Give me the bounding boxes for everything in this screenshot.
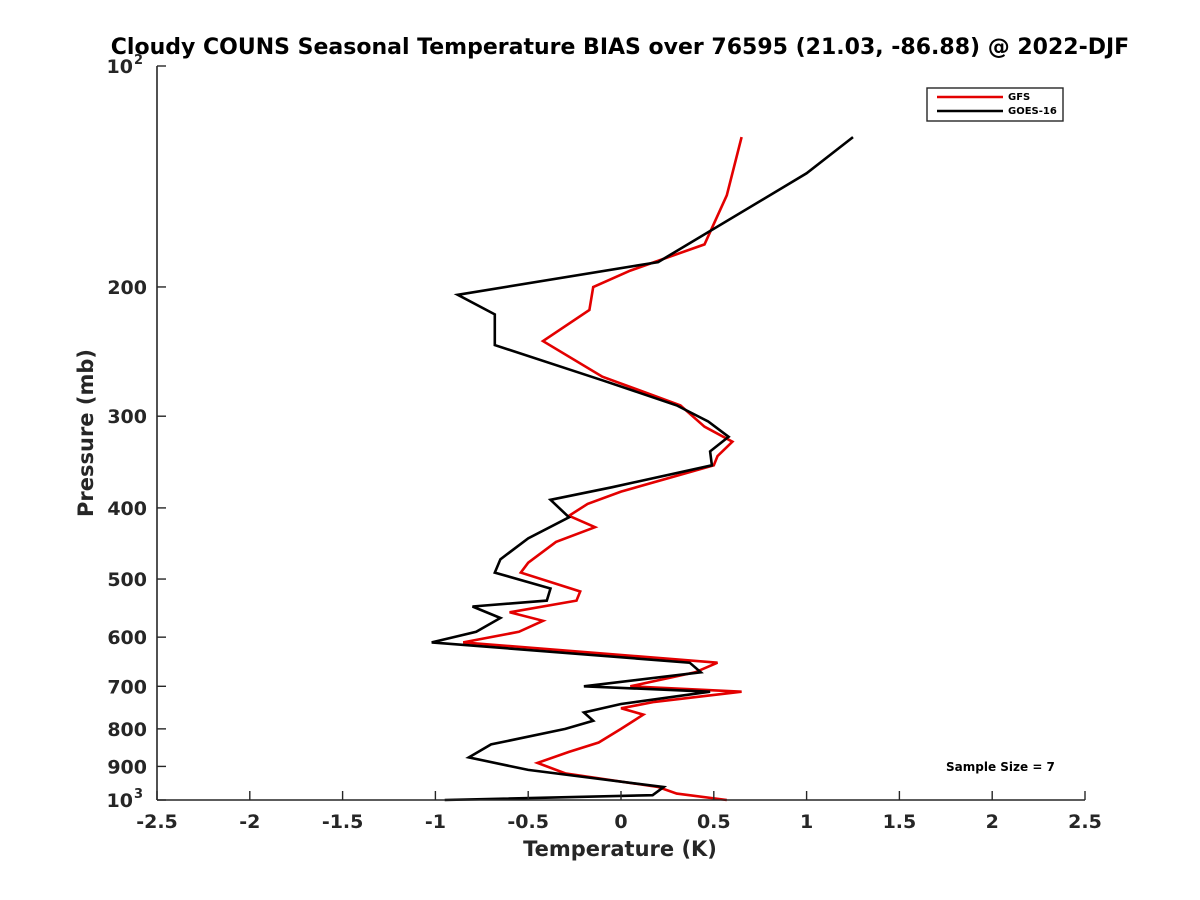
x-tick-label: 2 <box>986 811 999 833</box>
x-tick-label: 0.5 <box>697 811 731 833</box>
y-tick-label: 200 <box>107 277 147 299</box>
y-tick-label: 600 <box>107 627 147 649</box>
sample-size-annotation: Sample Size = 7 <box>946 760 1055 774</box>
y-tick-label: 700 <box>107 676 147 698</box>
axes-layer <box>156 66 1085 801</box>
y-tick-label-base: 10 <box>107 790 133 812</box>
x-ticks-layer: -2.5 -2 -1.5 -1 -0.5 0 0.5 1 1.5 2 2.5 <box>136 791 1102 833</box>
chart-title: Cloudy COUNS Seasonal Temperature BIAS o… <box>111 35 1129 60</box>
y-tick-label: 500 <box>107 569 147 591</box>
legend-label-goes16: GOES-16 <box>1008 106 1057 117</box>
x-tick-label: 1.5 <box>883 811 917 833</box>
x-axis-title: Temperature (K) <box>523 837 717 861</box>
y-tick-label: 400 <box>107 498 147 520</box>
x-tick-label: 0 <box>614 811 627 833</box>
x-tick-label: -1.5 <box>322 811 364 833</box>
y-tick-label-power: 10 3 <box>107 787 144 812</box>
x-tick-label: 1 <box>800 811 813 833</box>
legend-box <box>926 87 1064 122</box>
series-lines-layer <box>431 136 854 802</box>
legend: GFS GOES-16 <box>926 87 1064 122</box>
x-tick-label: -0.5 <box>507 811 549 833</box>
x-tick-label: 2.5 <box>1068 811 1102 833</box>
y-tick-label: 900 <box>107 756 147 778</box>
series-line-goes16 <box>431 136 854 802</box>
y-tick-label-exponent: 2 <box>134 53 143 68</box>
y-tick-label: 300 <box>107 406 147 428</box>
x-tick-label: -2.5 <box>136 811 178 833</box>
x-tick-label: -2 <box>239 811 260 833</box>
y-tick-label-power: 10 2 <box>107 53 144 78</box>
y-tick-label: 800 <box>107 719 147 741</box>
y-tick-label-exponent: 3 <box>134 787 143 802</box>
legend-label-gfs: GFS <box>1008 92 1030 103</box>
y-axis-title: Pressure (mb) <box>74 349 98 517</box>
x-tick-label: -1 <box>425 811 446 833</box>
y-tick-label-base: 10 <box>107 56 133 78</box>
series-line-gfs <box>462 136 743 802</box>
